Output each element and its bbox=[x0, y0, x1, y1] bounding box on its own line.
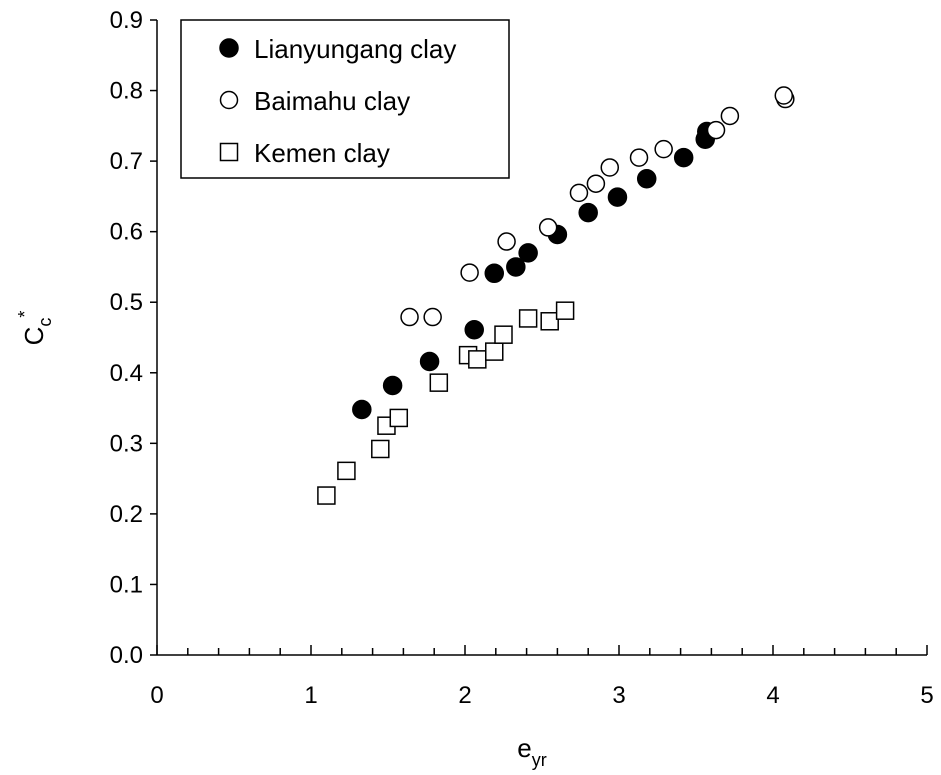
data-point bbox=[389, 408, 409, 428]
y-tick-label: 0.1 bbox=[110, 571, 143, 598]
data-point bbox=[429, 373, 449, 392]
data-point bbox=[540, 312, 559, 331]
legend-label: Lianyungang clay bbox=[254, 34, 456, 64]
y-tick-label: 0.8 bbox=[110, 78, 143, 105]
data-point bbox=[494, 325, 513, 344]
data-point bbox=[774, 86, 794, 105]
x-tick-label: 5 bbox=[920, 682, 933, 709]
data-point bbox=[629, 148, 649, 167]
legend-marker bbox=[219, 90, 239, 110]
x-tick-label: 0 bbox=[150, 682, 163, 709]
x-axis-title-subscript: yr bbox=[532, 750, 547, 770]
y-tick-label: 0.6 bbox=[110, 219, 143, 246]
legend-label: Kemen clay bbox=[254, 138, 390, 168]
y-tick-label: 0.2 bbox=[110, 501, 143, 528]
data-point bbox=[468, 350, 487, 369]
data-point bbox=[518, 309, 538, 328]
data-point bbox=[636, 169, 657, 189]
legend: Lianyungang clay Baimahu clay Kemen clay bbox=[180, 19, 510, 179]
data-point bbox=[506, 257, 526, 277]
data-point bbox=[654, 139, 673, 159]
data-point bbox=[538, 218, 558, 237]
data-point bbox=[484, 263, 505, 284]
y-tick-label: 0.3 bbox=[110, 430, 143, 457]
y-axis-title: Cc* bbox=[15, 311, 55, 346]
data-point bbox=[569, 183, 589, 203]
data-point bbox=[600, 158, 620, 177]
y-tick-label: 0.0 bbox=[110, 642, 143, 669]
legend-label: Baimahu clay bbox=[254, 86, 410, 116]
data-point bbox=[382, 375, 403, 396]
legend-marker bbox=[219, 142, 239, 162]
data-point bbox=[720, 106, 740, 126]
x-tick-label: 1 bbox=[304, 682, 317, 709]
data-point bbox=[518, 243, 538, 263]
data-point bbox=[706, 120, 726, 140]
y-tick-label: 0.9 bbox=[110, 7, 143, 34]
data-point bbox=[555, 301, 575, 320]
data-point bbox=[337, 461, 356, 481]
data-point bbox=[586, 174, 606, 193]
data-point bbox=[607, 187, 628, 207]
series-kemen-clay bbox=[317, 301, 575, 505]
data-point bbox=[673, 147, 694, 168]
x-axis-title: eyr bbox=[517, 733, 546, 770]
data-point bbox=[419, 351, 440, 372]
data-point bbox=[578, 202, 598, 223]
data-point bbox=[371, 439, 390, 459]
x-tick-label: 3 bbox=[612, 682, 625, 709]
y-axis-title-subscript: c bbox=[35, 318, 55, 327]
data-point bbox=[460, 263, 479, 282]
data-point bbox=[485, 342, 504, 361]
x-tick-label: 2 bbox=[458, 682, 471, 709]
data-point bbox=[497, 232, 516, 251]
y-axis-title-superscript: * bbox=[15, 311, 35, 318]
x-tick-label: 4 bbox=[766, 682, 779, 709]
data-point bbox=[423, 307, 442, 327]
data-points bbox=[317, 86, 795, 505]
series-baimahu-clay bbox=[400, 86, 795, 327]
y-tick-label: 0.7 bbox=[110, 148, 143, 175]
data-point bbox=[317, 486, 336, 505]
legend-marker bbox=[219, 38, 239, 58]
data-point bbox=[352, 399, 372, 420]
data-point bbox=[464, 319, 484, 340]
axes: 0.0 0.1 0.2 0.3 0.4 0.5 0.6 0.7 0.8 0.9 0 1 2 3 4 5 bbox=[110, 7, 934, 709]
y-tick-label: 0.5 bbox=[110, 289, 143, 316]
y-tick-label: 0.4 bbox=[110, 360, 143, 387]
data-point bbox=[400, 307, 419, 327]
